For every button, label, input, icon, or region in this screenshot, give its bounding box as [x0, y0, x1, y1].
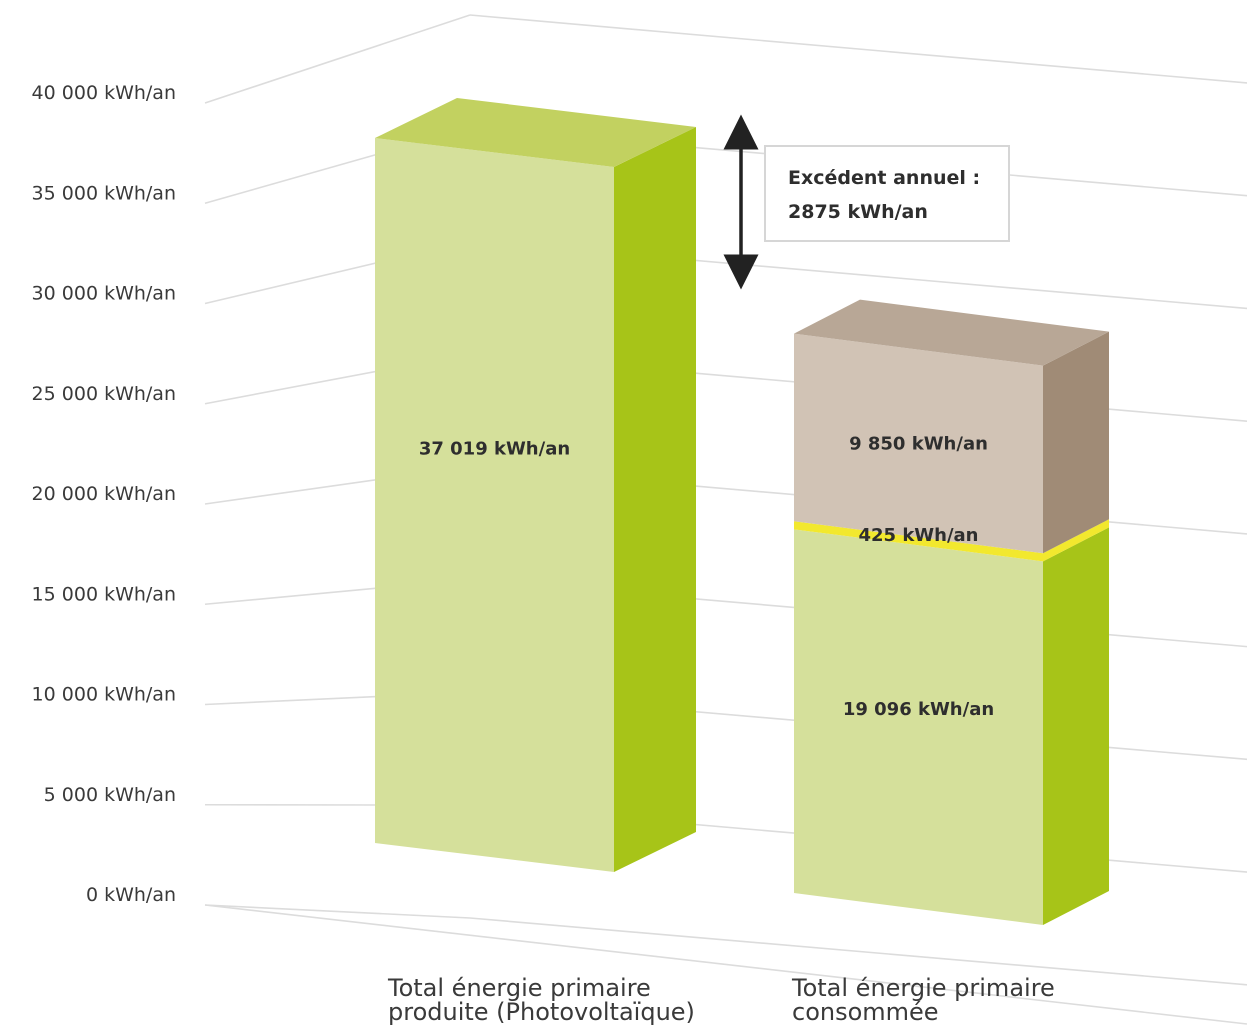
- bar-side-face: [1043, 527, 1109, 925]
- grid-slant-line: [204, 14, 471, 104]
- y-axis-tick-labels: 0 kWh/an 5 000 kWh/an 10 000 kWh/an 15 000 …: [32, 82, 176, 906]
- bar-side-face: [1043, 331, 1109, 554]
- bar-front-face: [794, 333, 1043, 554]
- grid-back-line: [469, 917, 1247, 986]
- bar-top-face: [794, 299, 1109, 366]
- bar-front-face: [375, 138, 614, 872]
- bars: [375, 98, 1109, 925]
- bar-data-label: 9 850 kWh/an: [849, 433, 988, 454]
- surplus-text: Excédent annuel :: [788, 167, 980, 189]
- grid-floor-line: [204, 904, 1247, 1025]
- category-label: Total énergie primaire: [387, 974, 651, 1002]
- y-tick-label: 30 000 kWh/an: [32, 283, 176, 305]
- surplus-text: 2875 kWh/an: [788, 201, 928, 223]
- y-tick-label: 15 000 kWh/an: [32, 583, 176, 605]
- grid-slant-line: [204, 904, 471, 919]
- y-tick-label: 35 000 kWh/an: [32, 182, 176, 204]
- surplus-annotation: Excédent annuel : 2875 kWh/an: [723, 114, 1010, 290]
- y-tick-label: 20 000 kWh/an: [32, 483, 176, 505]
- y-tick-label: 25 000 kWh/an: [32, 383, 176, 405]
- y-tick-label: 5 000 kWh/an: [44, 784, 176, 806]
- bar-side-face: [1043, 519, 1109, 562]
- category-label: Total énergie primaire: [791, 974, 1055, 1002]
- bar-data-label: 425 kWh/an: [858, 525, 978, 546]
- bar-top-face: [375, 98, 696, 167]
- y-tick-label: 40 000 kWh/an: [32, 82, 176, 104]
- surplus-box: [764, 145, 1010, 242]
- grid-back-line: [469, 14, 1247, 84]
- bar-front-face: [794, 521, 1043, 562]
- y-tick-label: 10 000 kWh/an: [32, 684, 176, 706]
- category-label: consommée: [792, 998, 939, 1026]
- y-tick-label: 0 kWh/an: [86, 884, 176, 906]
- data-labels: 37 019 kWh/an 19 096 kWh/an 425 kWh/an 9 85…: [419, 433, 994, 720]
- bar-side-face: [614, 127, 696, 872]
- bar-front-face: [794, 529, 1043, 925]
- bar-data-label: 37 019 kWh/an: [419, 439, 570, 460]
- bar-data-label: 19 096 kWh/an: [843, 699, 994, 720]
- category-label: produite (Photovoltaïque): [388, 998, 695, 1026]
